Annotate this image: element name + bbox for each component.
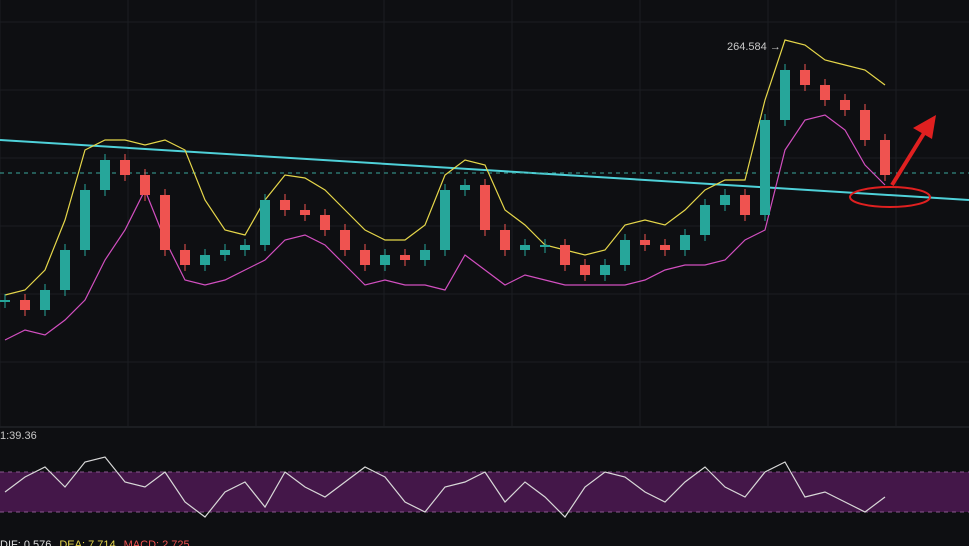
candle xyxy=(420,250,430,260)
candle xyxy=(20,300,30,310)
candle xyxy=(780,70,790,120)
peak-label: 264.584 → xyxy=(727,41,781,53)
candle xyxy=(40,290,50,310)
highlight-ellipse xyxy=(849,186,931,208)
candle xyxy=(320,215,330,230)
candle xyxy=(140,175,150,195)
candle xyxy=(480,185,490,230)
candle xyxy=(600,265,610,275)
candle xyxy=(260,200,270,245)
candle xyxy=(180,250,190,265)
candle xyxy=(340,230,350,250)
candle xyxy=(640,240,650,245)
band-line xyxy=(4,39,886,296)
arrow-head xyxy=(913,115,936,139)
candle xyxy=(580,265,590,275)
macd-label: MACD: 2.725 xyxy=(124,539,190,546)
candle xyxy=(520,245,530,250)
candle xyxy=(80,190,90,250)
candle xyxy=(300,210,310,215)
candle xyxy=(800,70,810,85)
arrow-shaft xyxy=(890,128,928,187)
candle xyxy=(680,235,690,250)
candle xyxy=(760,120,770,215)
candle xyxy=(440,190,450,250)
candle xyxy=(460,185,470,190)
candle xyxy=(360,250,370,265)
candle xyxy=(860,110,870,140)
candle xyxy=(100,160,110,190)
band-line xyxy=(4,114,886,341)
candle xyxy=(500,230,510,250)
candle xyxy=(160,195,170,250)
macd-label: DEA: 7.714 xyxy=(59,539,115,546)
candle xyxy=(820,85,830,100)
candle xyxy=(120,160,130,175)
candle xyxy=(840,100,850,110)
rsi-line xyxy=(4,456,886,518)
macd-label: DIF: 0.576 xyxy=(0,539,51,546)
candle xyxy=(380,255,390,265)
candle xyxy=(740,195,750,215)
candle xyxy=(0,300,10,302)
candle xyxy=(200,255,210,265)
candle xyxy=(880,140,890,175)
candle xyxy=(240,245,250,250)
candle xyxy=(560,245,570,265)
candle xyxy=(660,245,670,250)
candle xyxy=(400,255,410,260)
candle xyxy=(620,240,630,265)
candle xyxy=(220,250,230,255)
candle xyxy=(280,200,290,210)
candle xyxy=(720,195,730,205)
candle xyxy=(700,205,710,235)
rsi-band xyxy=(0,472,969,512)
rsi-title: 1:39.36 xyxy=(0,430,37,442)
candle xyxy=(60,250,70,290)
trend-line xyxy=(0,139,969,201)
candle xyxy=(540,245,550,247)
